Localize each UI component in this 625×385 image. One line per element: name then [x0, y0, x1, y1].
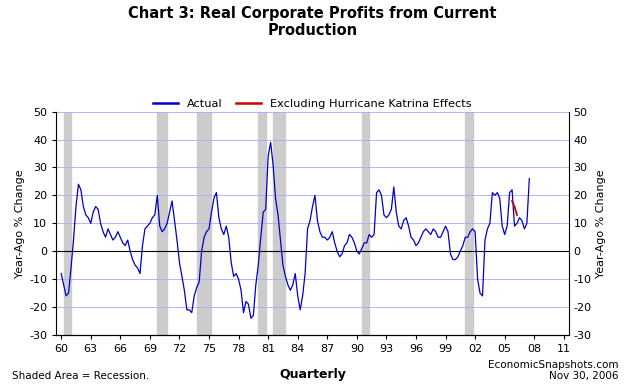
Legend: Actual, Excluding Hurricane Katrina Effects: Actual, Excluding Hurricane Katrina Effe…: [148, 94, 477, 113]
Text: EconomicSnapshots.com
Nov 30, 2006: EconomicSnapshots.com Nov 30, 2006: [488, 360, 619, 381]
Text: Quarterly: Quarterly: [279, 368, 346, 381]
Y-axis label: Year-Ago % Change: Year-Ago % Change: [596, 169, 606, 278]
Bar: [258, 112, 266, 335]
Bar: [64, 112, 71, 335]
Y-axis label: Year-Ago % Change: Year-Ago % Change: [15, 169, 25, 278]
Text: Chart 3: Real Corporate Profits from Current
Production: Chart 3: Real Corporate Profits from Cur…: [128, 6, 497, 38]
Bar: [465, 112, 472, 335]
Bar: [273, 112, 286, 335]
Bar: [197, 112, 211, 335]
Bar: [362, 112, 369, 335]
Bar: [158, 112, 167, 335]
Text: Shaded Area = Recession.: Shaded Area = Recession.: [12, 371, 150, 381]
